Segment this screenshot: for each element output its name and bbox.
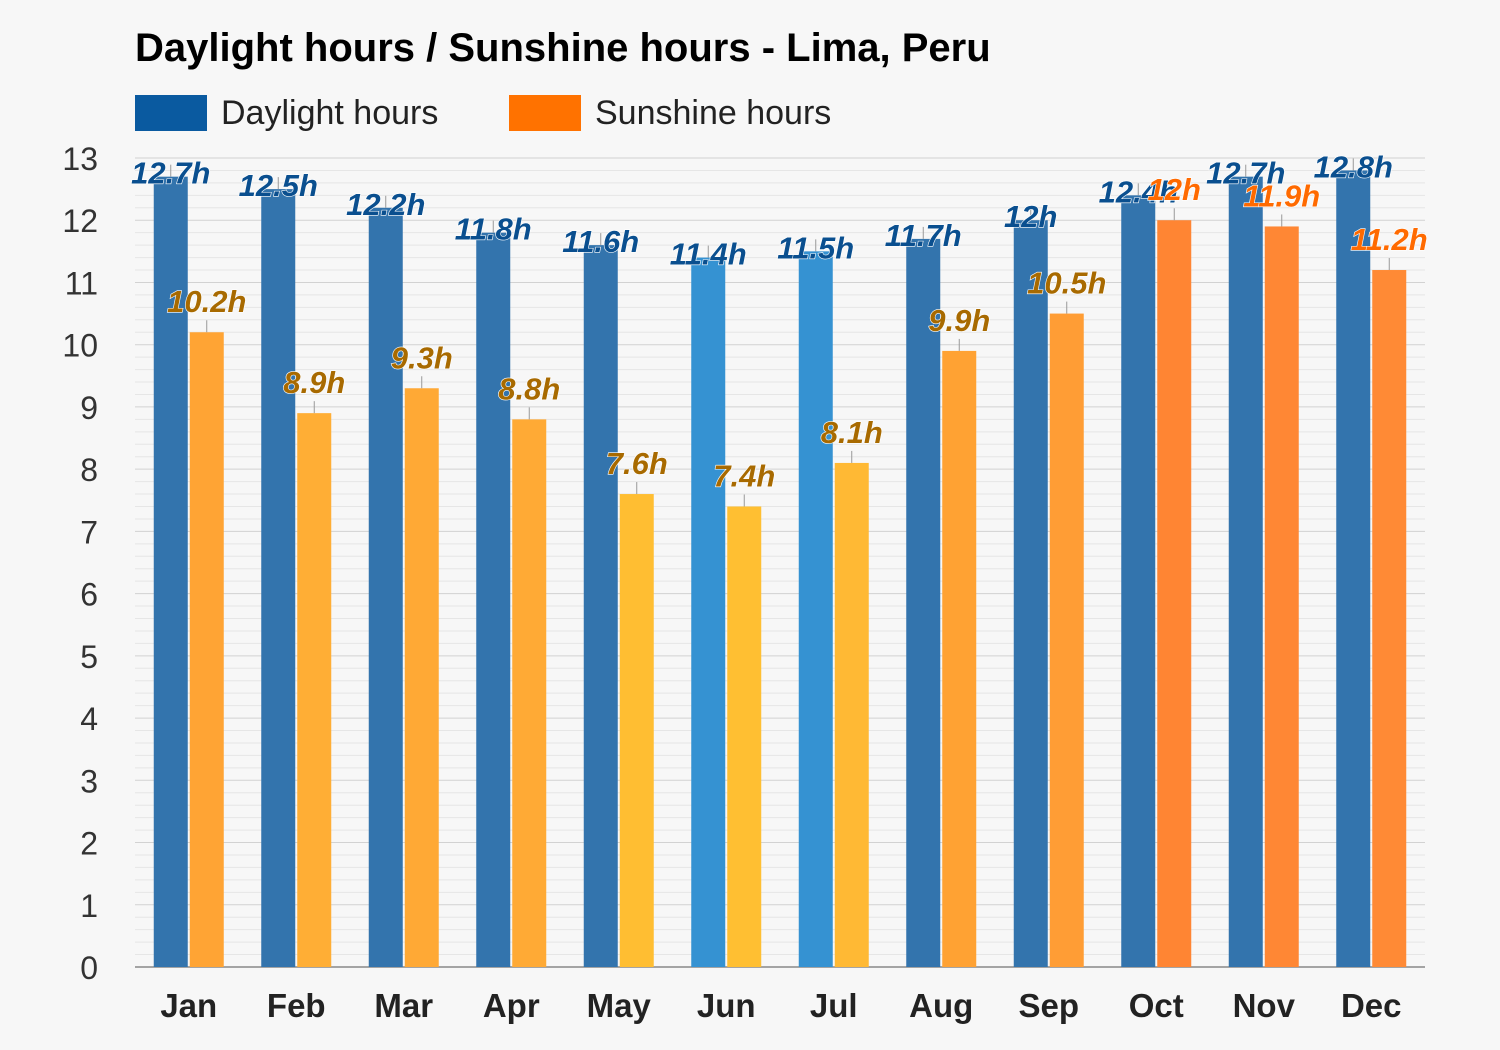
sunshine-bar xyxy=(1372,270,1407,967)
y-tick-label: 12 xyxy=(62,203,98,239)
y-tick-label: 11 xyxy=(65,265,98,301)
legend-label-sunshine: Sunshine hours xyxy=(595,93,832,132)
sunshine-data-label: 7.6h xyxy=(606,446,668,481)
y-tick-label: 6 xyxy=(80,577,98,613)
sunshine-data-label: 11.9h xyxy=(1243,178,1320,213)
sunshine-bar xyxy=(512,419,547,967)
daylight-bar xyxy=(1013,220,1048,967)
legend-label-daylight: Daylight hours xyxy=(221,93,439,132)
daylight-data-label: 12h xyxy=(1004,199,1057,234)
sunshine-data-label: 8.1h xyxy=(821,415,883,450)
daylight-data-label: 12.7h xyxy=(131,156,210,191)
sunshine-bar xyxy=(1264,226,1299,967)
sunshine-data-label: 7.4h xyxy=(713,458,775,493)
sunshine-bar xyxy=(619,494,654,967)
daylight-bar xyxy=(1121,195,1156,968)
legend-item-sunshine[interactable]: Sunshine hours xyxy=(509,93,832,132)
daylight-data-label: 12.2h xyxy=(346,187,425,222)
sunshine-bar xyxy=(834,462,869,967)
y-tick-label: 5 xyxy=(80,639,98,675)
x-tick-label: Aug xyxy=(909,987,973,1024)
daylight-data-label: 12.8h xyxy=(1314,149,1393,184)
sunshine-data-label: 10.2h xyxy=(167,284,246,319)
y-tick-label: 8 xyxy=(80,452,98,488)
daylight-bar xyxy=(691,257,726,968)
x-tick-label: Jul xyxy=(810,987,858,1024)
sunshine-bar xyxy=(942,350,977,967)
x-tick-label: Jan xyxy=(160,987,217,1024)
x-tick-label: Feb xyxy=(267,987,326,1024)
x-tick-label: Oct xyxy=(1129,987,1184,1024)
y-tick-label: 7 xyxy=(80,514,98,550)
sunshine-bar xyxy=(297,413,332,968)
y-tick-label: 13 xyxy=(62,141,98,177)
chart-title: Daylight hours / Sunshine hours - Lima, … xyxy=(135,26,991,70)
daylight-data-label: 11.6h xyxy=(562,224,639,259)
sunshine-data-label: 10.5h xyxy=(1027,266,1106,301)
daylight-data-label: 11.5h xyxy=(777,230,854,265)
x-tick-label: May xyxy=(587,987,652,1024)
y-tick-label: 9 xyxy=(80,390,98,426)
x-tick-label: Dec xyxy=(1341,987,1402,1024)
daylight-data-label: 12.4h xyxy=(1099,174,1178,209)
sunshine-data-label: 8.9h xyxy=(283,365,345,400)
y-tick-label: 4 xyxy=(80,701,98,737)
legend-item-daylight[interactable]: Daylight hours xyxy=(135,93,439,132)
sunshine-bar xyxy=(189,332,224,967)
daylight-data-label: 12.5h xyxy=(239,168,318,203)
sunshine-data-label: 12h xyxy=(1148,172,1201,207)
daylight-bar xyxy=(476,232,511,967)
y-tick-label: 0 xyxy=(80,950,98,986)
sunshine-data-label: 8.8h xyxy=(498,371,560,406)
x-tick-label: Mar xyxy=(374,987,433,1024)
sunshine-bar xyxy=(1157,220,1192,967)
y-tick-label: 3 xyxy=(80,763,98,799)
x-tick-label: Jun xyxy=(697,987,756,1024)
daylight-bar xyxy=(1336,170,1371,967)
daylight-bar xyxy=(153,176,188,967)
legend-swatch-sunshine xyxy=(509,95,581,131)
daylight-bar xyxy=(583,245,618,968)
y-tick-label: 10 xyxy=(62,328,98,364)
daylight-data-label: 11.8h xyxy=(455,212,532,247)
legend-swatch-daylight xyxy=(135,95,207,131)
daylight-bar xyxy=(1228,176,1263,967)
sunshine-bar xyxy=(404,388,439,967)
sunshine-bar xyxy=(727,506,762,967)
x-tick-label: Apr xyxy=(483,987,540,1024)
y-tick-label: 2 xyxy=(80,826,98,862)
daylight-bar xyxy=(368,207,403,968)
daylight-bar xyxy=(798,251,833,967)
daylight-data-label: 11.4h xyxy=(670,237,747,272)
sunshine-bar xyxy=(1049,313,1084,968)
sunshine-data-label: 11.2h xyxy=(1351,222,1428,257)
daylight-bar xyxy=(906,238,941,967)
daylight-data-label: 11.7h xyxy=(885,218,962,253)
daylight-bar xyxy=(261,189,296,968)
x-tick-label: Sep xyxy=(1018,987,1079,1024)
sunshine-data-label: 9.9h xyxy=(928,303,990,338)
y-tick-label: 1 xyxy=(80,888,98,924)
x-tick-label: Nov xyxy=(1233,987,1296,1024)
sunshine-data-label: 9.3h xyxy=(391,340,453,375)
daylight-data-label: 12.7h xyxy=(1206,156,1285,191)
